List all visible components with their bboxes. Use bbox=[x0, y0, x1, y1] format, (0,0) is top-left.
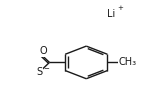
Text: S: S bbox=[36, 68, 42, 77]
Text: O: O bbox=[40, 46, 47, 56]
Text: CH₃: CH₃ bbox=[119, 57, 137, 67]
Text: Li: Li bbox=[107, 9, 116, 19]
Text: −: − bbox=[43, 66, 49, 72]
Text: +: + bbox=[117, 5, 123, 11]
